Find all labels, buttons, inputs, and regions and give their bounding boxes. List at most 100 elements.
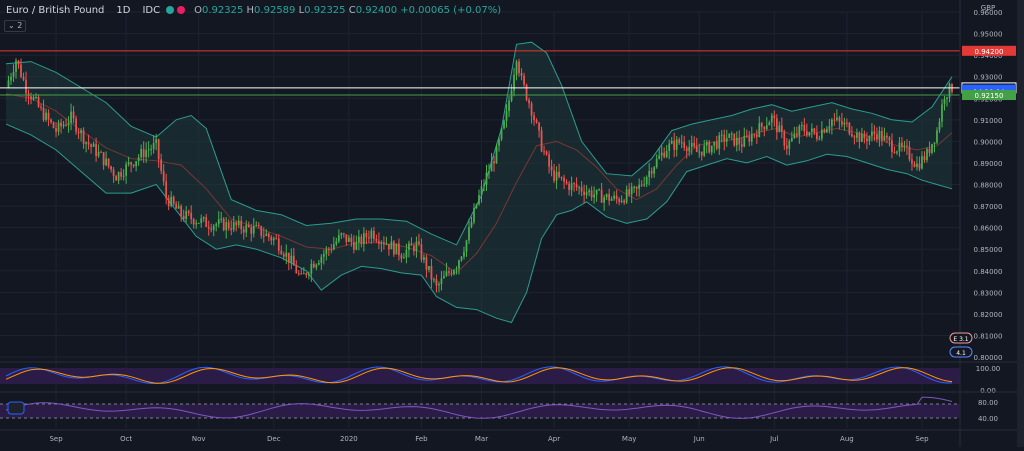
- candle-body[interactable]: [425, 257, 428, 270]
- candle-body[interactable]: [290, 255, 293, 263]
- candle-body[interactable]: [130, 162, 133, 165]
- candle-body[interactable]: [478, 195, 480, 205]
- candle-body[interactable]: [292, 255, 295, 266]
- candle-body[interactable]: [125, 164, 127, 176]
- candle-body[interactable]: [595, 189, 598, 195]
- candle-body[interactable]: [40, 106, 42, 108]
- dividend-badge[interactable]: [949, 332, 973, 344]
- candle-body[interactable]: [150, 148, 153, 150]
- candle-body[interactable]: [853, 136, 856, 138]
- candle-body[interactable]: [780, 125, 783, 132]
- candle-body[interactable]: [483, 184, 485, 187]
- candle-body[interactable]: [653, 167, 656, 174]
- candle-body[interactable]: [120, 172, 122, 177]
- candle-body[interactable]: [297, 273, 300, 275]
- candle-body[interactable]: [295, 265, 298, 274]
- candle-body[interactable]: [838, 117, 841, 122]
- candle-body[interactable]: [393, 241, 395, 255]
- candle-body[interactable]: [265, 233, 268, 236]
- candle-body[interactable]: [465, 240, 468, 252]
- candle-body[interactable]: [62, 124, 65, 127]
- candle-body[interactable]: [946, 97, 948, 99]
- candle-body[interactable]: [565, 181, 568, 184]
- candle-body[interactable]: [408, 243, 410, 250]
- candle-body[interactable]: [272, 238, 275, 241]
- candle-body[interactable]: [167, 198, 170, 207]
- candle-body[interactable]: [473, 207, 475, 223]
- candle-body[interactable]: [327, 249, 330, 251]
- candle-body[interactable]: [122, 175, 125, 177]
- support-badge[interactable]: [962, 90, 1016, 101]
- candle-body[interactable]: [433, 279, 435, 281]
- candle-body[interactable]: [575, 184, 578, 188]
- candle-body[interactable]: [378, 240, 380, 244]
- candle-body[interactable]: [460, 256, 463, 261]
- candle-body[interactable]: [152, 143, 155, 149]
- candle-body[interactable]: [815, 132, 818, 140]
- candle-body[interactable]: [620, 200, 623, 202]
- candle-body[interactable]: [750, 134, 753, 142]
- candle-body[interactable]: [670, 140, 673, 144]
- candle-body[interactable]: [911, 159, 913, 164]
- candle-body[interactable]: [515, 61, 518, 75]
- candle-body[interactable]: [337, 235, 340, 242]
- candle-body[interactable]: [843, 122, 846, 125]
- candle-body[interactable]: [906, 145, 908, 147]
- candle-body[interactable]: [42, 107, 45, 120]
- candle-body[interactable]: [488, 171, 490, 173]
- candle-body[interactable]: [695, 146, 698, 153]
- candle-body[interactable]: [685, 147, 688, 152]
- candle-body[interactable]: [435, 279, 438, 286]
- candle-body[interactable]: [703, 145, 706, 156]
- candle-body[interactable]: [375, 239, 378, 241]
- candle-body[interactable]: [798, 126, 801, 136]
- candle-body[interactable]: [790, 137, 793, 142]
- candle-body[interactable]: [410, 243, 413, 246]
- candle-body[interactable]: [926, 148, 928, 161]
- candle-body[interactable]: [82, 130, 85, 144]
- candle-body[interactable]: [793, 133, 796, 138]
- candle-body[interactable]: [585, 192, 588, 196]
- candle-body[interactable]: [415, 241, 418, 252]
- candle-body[interactable]: [495, 145, 498, 164]
- candle-body[interactable]: [207, 226, 210, 229]
- candle-body[interactable]: [500, 128, 503, 140]
- candle-body[interactable]: [345, 234, 348, 242]
- candle-body[interactable]: [588, 190, 590, 193]
- candle-body[interactable]: [35, 97, 37, 98]
- candle-body[interactable]: [535, 120, 538, 123]
- candle-body[interactable]: [545, 151, 548, 155]
- candle-body[interactable]: [558, 171, 560, 177]
- candle-body[interactable]: [177, 205, 180, 209]
- candle-body[interactable]: [87, 142, 90, 145]
- candle-body[interactable]: [673, 140, 676, 150]
- candle-body[interactable]: [663, 152, 666, 158]
- candle-body[interactable]: [25, 79, 27, 94]
- candle-body[interactable]: [948, 83, 951, 98]
- candle-body[interactable]: [733, 133, 736, 146]
- candle-body[interactable]: [660, 152, 663, 156]
- candle-body[interactable]: [310, 263, 313, 274]
- candle-body[interactable]: [17, 60, 20, 65]
- candle-body[interactable]: [803, 125, 806, 132]
- candle-body[interactable]: [85, 142, 87, 144]
- candle-body[interactable]: [675, 139, 678, 150]
- candle-body[interactable]: [480, 186, 483, 196]
- candle-body[interactable]: [355, 242, 358, 250]
- candle-body[interactable]: [633, 186, 636, 188]
- candle-body[interactable]: [805, 131, 808, 136]
- candle-body[interactable]: [400, 255, 403, 259]
- candle-body[interactable]: [613, 195, 616, 199]
- candle-body[interactable]: [518, 61, 520, 73]
- candle-body[interactable]: [618, 199, 621, 202]
- candle-body[interactable]: [358, 236, 360, 243]
- candle-body[interactable]: [175, 203, 178, 209]
- candle-body[interactable]: [808, 131, 811, 136]
- candle-body[interactable]: [197, 222, 200, 224]
- candle-body[interactable]: [908, 146, 911, 160]
- candle-body[interactable]: [287, 252, 290, 263]
- candle-body[interactable]: [891, 140, 893, 152]
- candle-body[interactable]: [190, 213, 193, 220]
- candle-body[interactable]: [368, 237, 370, 239]
